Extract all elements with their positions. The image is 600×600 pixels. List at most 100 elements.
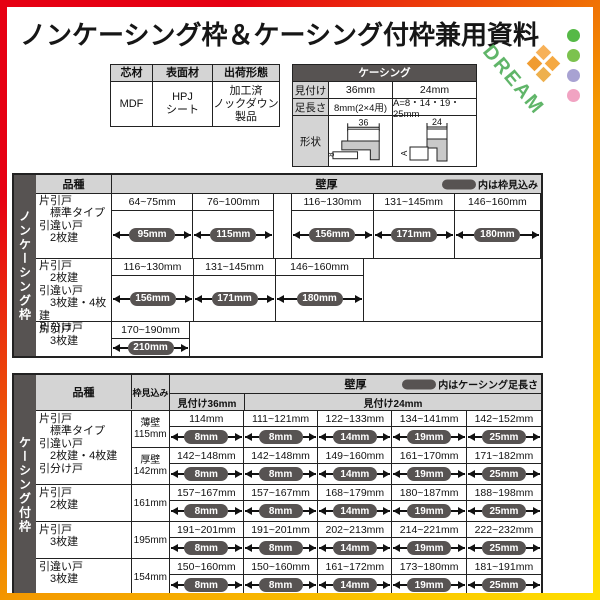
frame-depth-pill: 180mm [296,291,343,306]
svg-text:A: A [400,150,409,156]
spec-value-surface: HPJ シート [153,82,213,126]
frame-depth-indicator: 95mm [112,211,192,258]
casing-leg-indicator: 19mm [392,501,465,521]
column-header-wall-thickness: 壁厚 [315,179,338,191]
casing-leg-indicator: 8mm [170,538,243,558]
wall-range-value: 134~141mm [392,411,466,427]
wall-range-cell: 142~148mm 8mm [243,448,319,484]
logo-dot-light-green-icon [567,49,580,62]
legend-pill-icon [402,379,437,389]
casing-leg-indicator: 19mm [392,538,465,558]
wall-range-value: 157~167mm [169,485,243,501]
left-arrow-icon [170,544,185,552]
left-arrow-icon [467,433,482,441]
frame-depth-pill: 171mm [390,227,437,242]
casing-leg-pill: 25mm [481,541,526,555]
casing-leg-indicator: 8mm [170,501,243,521]
wall-range-cell: 149~160mm 14mm [318,448,393,484]
frame-depth-label: 154mm [132,559,170,593]
right-arrow-icon [228,581,242,589]
left-arrow-icon [170,470,185,478]
column-header-kind: 品種 [36,175,112,193]
subheader-face-36: 見付け36mm [170,394,245,410]
left-arrow-icon [319,544,333,552]
frame-depth-indicator: 171mm [194,276,275,321]
door-type-label: 片引戸 3枚建 [36,322,112,356]
casing-leg-pill: 19mm [407,430,452,444]
wall-range-value: 188~198mm [466,485,542,501]
wall-range-value: 191~201mm [169,522,243,538]
wall-range-value: 146~160mm [454,194,540,211]
wall-range-value: 142~152mm [466,411,542,427]
casing-leg-indicator: 8mm [170,464,243,484]
wall-range-value: 161~172mm [318,559,392,575]
right-arrow-icon [376,433,391,441]
frame-depth-indicator: 180mm [276,276,363,321]
right-arrow-icon [302,581,317,589]
wall-range-value: 214~221mm [392,522,466,538]
frame-depth-label: 161mm [132,485,170,521]
frame-depth-pill: 180mm [474,227,521,242]
right-arrow-icon [520,230,539,239]
wall-range-value: 114mm [169,411,243,427]
door-type-label: 片引戸 2枚建 引違い戸 3枚建・4枚建 引分け戸 [36,259,112,334]
wall-range-value: 170~190mm [112,322,189,339]
casing-leg-indicator: 14mm [318,501,391,521]
casing-leg-pill: 25mm [481,578,526,592]
right-arrow-icon [451,544,465,552]
left-arrow-icon [170,581,185,589]
casing-leg-pill: 8mm [184,504,229,518]
right-arrow-icon [451,470,465,478]
frame-depth-indicator: 171mm [374,211,454,258]
casing-row-label: 見付け [293,82,329,98]
left-arrow-icon [244,544,259,552]
wall-range-value: 173~180mm [392,559,466,575]
table-row: 片引戸 標準タイプ 引違い戸 2枚建 64~75mm 95mm 76~100mm 115… [36,194,541,259]
left-arrow-icon [393,470,408,478]
casing-leg-pill: 19mm [407,504,452,518]
table-subrow: 195mm 191~201mm 8mm 191~201mm 8mm 202~213mm 14… [132,522,542,558]
wall-range-value: 122~133mm [318,411,392,427]
casing-leg-indicator: 19mm [392,464,465,484]
wall-range-cell: 157~167mm 8mm [169,485,244,521]
frame-depth-pill: 95mm [129,227,176,242]
left-arrow-icon [244,433,259,441]
frame-depth-indicator: 180mm [455,211,540,258]
wall-range-value: 191~201mm [243,522,318,538]
frame-depth-pill: 171mm [211,291,258,306]
left-arrow-icon [467,544,482,552]
casing-leg-indicator: 8mm [244,464,317,484]
right-arrow-icon [355,230,372,239]
frame-depth-pill: 156mm [129,291,176,306]
wall-range-cell: 161~170mm 19mm [392,448,467,484]
casing-leg-indicator: 25mm [467,501,541,521]
frame-depth-label: 薄壁 115mm [132,411,170,447]
subrow-group: 195mm 191~201mm 8mm 191~201mm 8mm 202~213mm 14… [132,522,542,558]
left-arrow-icon [455,230,475,239]
wall-range-cell: 188~198mm 25mm [466,485,542,521]
right-arrow-icon [175,294,192,303]
left-arrow-icon [319,581,333,589]
left-arrow-icon [467,581,482,589]
right-arrow-icon [175,230,192,239]
logo-diamond-icon [535,66,552,83]
wall-range-cell: 111~121mm 8mm [243,411,319,447]
subheader-face-24: 見付け24mm [363,398,423,410]
right-arrow-icon [451,581,465,589]
legend-note: 内はケーシング足長さ [402,377,538,392]
left-arrow-icon [393,433,408,441]
table-row: 片引戸 標準タイプ 引違い戸 2枚建・4枚建 引分け戸 薄壁 115mm 114mm… [36,411,542,485]
door-type-label: 片引戸 標準タイプ 引違い戸 2枚建・4枚建 引分け戸 [36,411,132,484]
left-arrow-icon [244,581,259,589]
table-subrow: 厚壁 142mm 142~148mm 8mm 142~148mm 8mm 149~160m… [132,448,542,484]
wall-range-cell: 170~190mm 210mm [112,322,190,356]
casing-leg-indicator: 8mm [170,575,243,593]
wall-range-value: 168~179mm [318,485,392,501]
frame-depth-indicator: 156mm [292,211,372,258]
wall-range-strip: 116~130mm 156mm 131~145mm 171mm 146~160mm 180… [112,259,541,321]
wall-range-cell: 122~133mm 14mm [318,411,393,447]
wall-range-cell: 146~160mm 180mm [454,194,541,258]
frame-depth-label: 195mm [132,522,170,558]
right-arrow-icon [302,433,317,441]
